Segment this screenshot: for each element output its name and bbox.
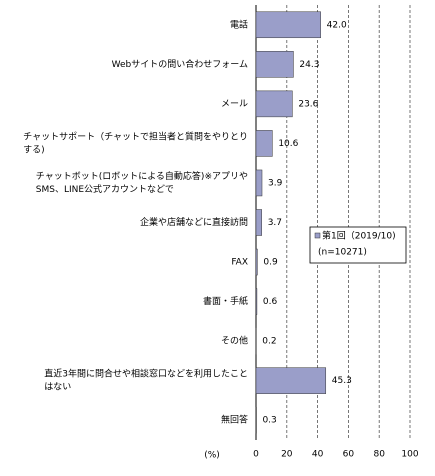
legend-label: 第1回（2019/10) bbox=[322, 230, 396, 242]
value-label: 3.7 bbox=[268, 218, 282, 228]
bar bbox=[256, 289, 257, 315]
value-label: 0.9 bbox=[263, 258, 278, 268]
x-tick-label: 40 bbox=[312, 450, 324, 460]
y-tick-label: 書面・手紙 bbox=[203, 295, 248, 307]
y-tick-label: 企業や店舗などに直接訪問 bbox=[140, 216, 248, 228]
value-label: 45.3 bbox=[332, 376, 352, 386]
value-label: 0.6 bbox=[263, 297, 278, 307]
bar bbox=[256, 12, 321, 38]
y-tick-label: チャットサポート（チャットで担当者と質問をやりとり bbox=[23, 130, 248, 142]
y-tick-label: はない bbox=[44, 382, 71, 393]
value-label: 0.3 bbox=[262, 416, 276, 426]
x-tick-label: 0 bbox=[253, 450, 259, 460]
y-tick-label: チャットボット(ロボットによる自動応答)※アプリや bbox=[36, 170, 248, 182]
y-tick-label: 無回答 bbox=[221, 414, 248, 426]
bar bbox=[256, 210, 262, 236]
y-tick-label: する) bbox=[23, 144, 45, 155]
bar bbox=[256, 170, 262, 196]
y-tick-label: SMS、LINE公式アカウントなどで bbox=[36, 183, 174, 195]
bar bbox=[256, 130, 272, 156]
x-tick-label: 100 bbox=[401, 450, 418, 460]
value-label: 42.0 bbox=[327, 20, 347, 30]
value-label: 0.2 bbox=[262, 337, 276, 347]
legend-swatch bbox=[315, 233, 320, 238]
x-tick-label: 60 bbox=[343, 450, 355, 460]
legend-note: (n=10271) bbox=[318, 248, 367, 258]
y-tick-label: 直近3年間に問合せや相談窓口などを利用したこと bbox=[44, 368, 248, 380]
x-tick-label: 80 bbox=[373, 450, 385, 460]
y-tick-label: 電話 bbox=[230, 18, 248, 30]
bar bbox=[256, 368, 326, 394]
value-label: 24.3 bbox=[299, 60, 319, 70]
value-label: 10.6 bbox=[278, 139, 298, 149]
value-label: 23.6 bbox=[298, 99, 318, 109]
y-tick-label: メール bbox=[221, 99, 248, 109]
y-tick-label: その他 bbox=[221, 335, 248, 347]
x-tick-label: 20 bbox=[281, 450, 293, 460]
bar bbox=[256, 51, 293, 77]
value-label: 3.9 bbox=[268, 178, 283, 188]
bar bbox=[256, 91, 292, 117]
y-tick-label: FAX bbox=[231, 258, 248, 268]
y-tick-label: Webサイトの問い合わせフォーム bbox=[112, 58, 248, 70]
bar bbox=[256, 249, 257, 275]
x-axis-label: (%) bbox=[204, 451, 220, 461]
